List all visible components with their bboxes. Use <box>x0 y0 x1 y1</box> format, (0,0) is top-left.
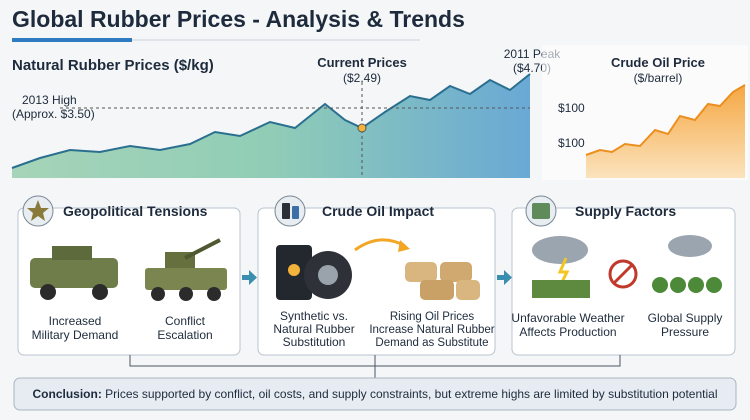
price-line <box>11 73 531 169</box>
price-area <box>12 74 530 178</box>
item-line: Natural Rubber <box>273 322 354 336</box>
weather-supply-illustration <box>532 235 722 298</box>
panel-title: Crude Oil Impact <box>322 203 434 219</box>
oil-unit: ($/barrel) <box>634 71 683 85</box>
item-line: Increased <box>49 314 102 328</box>
star-icon <box>27 200 49 221</box>
item-line: Synthetic vs. <box>280 309 348 323</box>
panel-item: Global Supply Pressure <box>648 311 723 339</box>
oil-title: Crude Oil Price <box>611 55 705 70</box>
conclusion-text: Prices supported by conflict, oil costs,… <box>105 387 717 401</box>
item-line: Substitution <box>283 335 346 349</box>
panel <box>17 207 241 356</box>
panel-item: Rising Oil Prices Increase Natural Rubber… <box>369 311 494 349</box>
panel-title: Geopolitical Tensions <box>63 203 208 219</box>
item-line: Escalation <box>157 328 212 342</box>
item-line: Pressure <box>661 325 709 339</box>
can-icon <box>292 206 299 219</box>
stack-icon <box>532 203 550 219</box>
conclusion-box <box>13 377 737 411</box>
item-line: Conflict <box>165 314 206 328</box>
item-line: Unfavorable Weather <box>511 311 624 325</box>
panel-title: Supply Factors <box>575 203 676 219</box>
item-line: Rising Oil Prices <box>390 311 475 323</box>
panel-item: Conflict Escalation <box>157 314 212 342</box>
panel <box>257 207 496 356</box>
current-label: Current Prices <box>317 55 407 70</box>
panel-item: Unfavorable Weather Affects Production <box>511 311 624 339</box>
title: Global Rubber Prices - Analysis & Trends <box>12 6 465 32</box>
current-value: ($2.49) <box>343 71 381 85</box>
item-line: Military Demand <box>32 328 119 342</box>
connector <box>129 355 621 378</box>
current-marker <box>357 123 367 133</box>
panel-item: Increased Military Demand <box>32 314 119 342</box>
barrel-icon <box>282 203 290 219</box>
high-label: 2013 High <box>22 93 77 107</box>
panel-item: Synthetic vs. Natural Rubber Substitution <box>273 309 354 349</box>
oil-label: $100 <box>558 136 585 150</box>
chart-title: Natural Rubber Prices ($/kg) <box>12 57 214 74</box>
item-line: Demand as Substitute <box>375 337 488 349</box>
item-line: Affects Production <box>519 325 616 339</box>
oil-tire-illustration <box>276 238 480 300</box>
peak-value: ($4.70) <box>513 61 551 75</box>
conclusion-label: Conclusion: <box>33 387 102 401</box>
conclusion: Conclusion: Prices supported by conflict… <box>33 387 718 401</box>
item-line: Increase Natural Rubber <box>369 324 494 336</box>
title-underline <box>12 38 132 42</box>
oil-line <box>585 84 746 156</box>
high-value: (Approx. $3.50) <box>12 107 95 121</box>
item-line: Global Supply <box>648 311 723 325</box>
vehicle-illustration <box>30 238 227 301</box>
oil-label: $100 <box>558 101 585 115</box>
flow-arrows <box>242 270 512 285</box>
